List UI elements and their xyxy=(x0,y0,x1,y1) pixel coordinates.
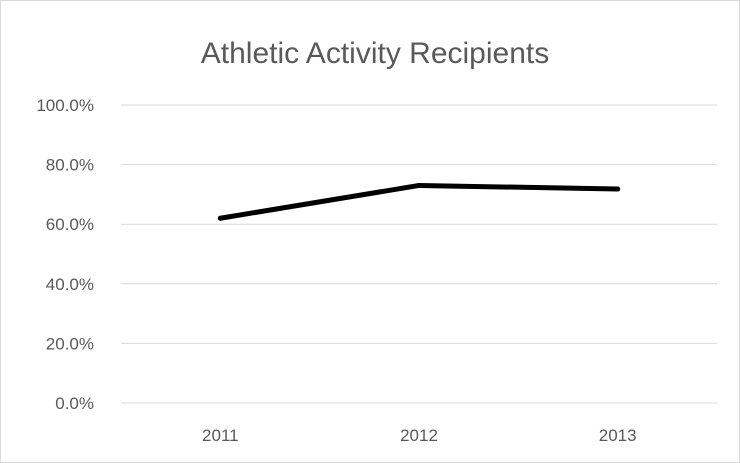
y-tick-label: 80.0% xyxy=(46,156,94,175)
data-point xyxy=(217,215,223,221)
y-tick-label: 0.0% xyxy=(55,394,94,413)
series-layer xyxy=(217,182,621,221)
x-tick-label: 2013 xyxy=(599,426,637,445)
chart-title: Athletic Activity Recipients xyxy=(201,37,549,70)
y-tick-label: 100.0% xyxy=(36,96,94,115)
x-axis-tick-labels: 2011 2012 2013 xyxy=(202,426,637,445)
gridlines xyxy=(121,104,717,404)
y-tick-label: 20.0% xyxy=(46,334,94,353)
y-tick-label: 60.0% xyxy=(46,215,94,234)
x-tick-label: 2012 xyxy=(400,426,438,445)
y-tick-label: 40.0% xyxy=(46,275,94,294)
data-point xyxy=(416,182,422,188)
y-axis-tick-labels: 0.0% 20.0% 40.0% 60.0% 80.0% 100.0% xyxy=(36,96,94,413)
x-tick-label: 2011 xyxy=(202,426,239,445)
data-point xyxy=(615,186,621,192)
